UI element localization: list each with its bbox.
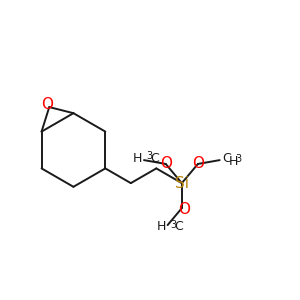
Text: O: O [41,97,53,112]
Text: 3: 3 [170,220,176,230]
Text: C: C [222,152,231,165]
Text: H: H [229,155,239,168]
Text: H: H [157,220,166,233]
Text: H: H [133,152,142,165]
Text: O: O [178,202,190,217]
Text: O: O [160,157,172,172]
Text: O: O [192,157,204,172]
Text: 3: 3 [235,154,241,164]
Text: 3: 3 [146,151,152,161]
Text: Si: Si [175,176,189,190]
Text: C: C [174,220,183,233]
Text: C: C [151,152,159,165]
